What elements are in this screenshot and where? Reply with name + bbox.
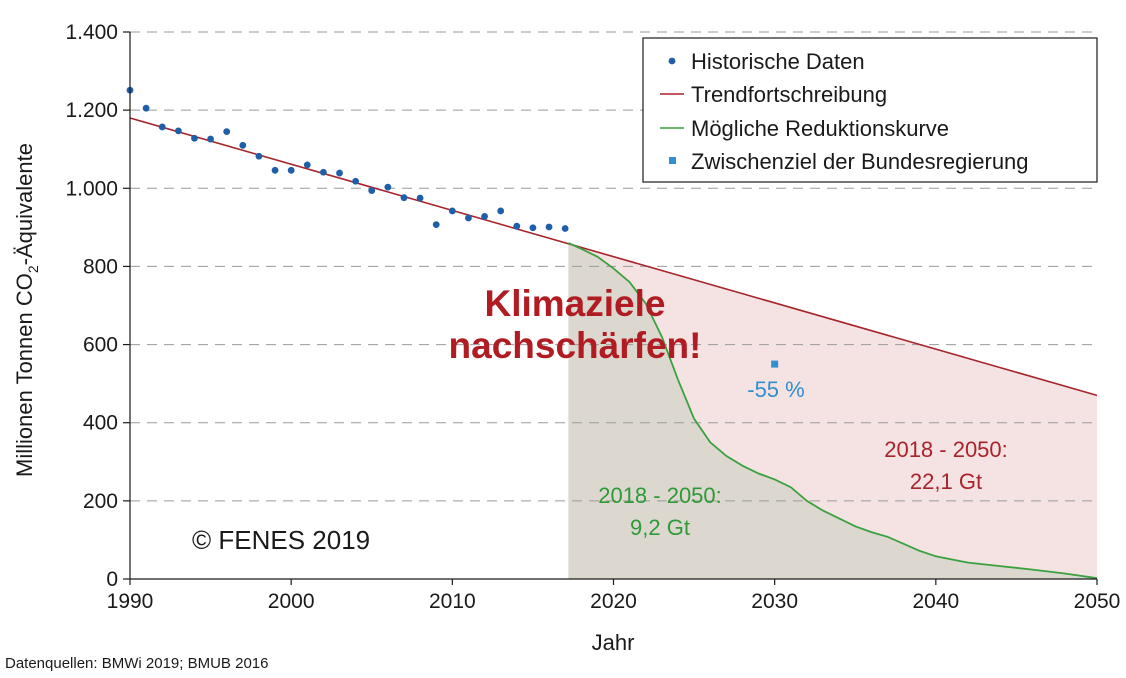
y-tick-label: 1.400	[65, 21, 118, 44]
legend-label-target: Zwischenziel der Bundesregierung	[691, 149, 1029, 174]
historic-point	[384, 183, 392, 191]
historic-point	[481, 213, 488, 220]
y-axis-title: Millionen Tonnen CO2-Äquivalente	[12, 143, 41, 477]
historic-point	[142, 104, 150, 112]
historic-point	[529, 224, 537, 232]
x-tick-label: 2020	[590, 590, 637, 613]
target-pct-label: -55 %	[747, 377, 804, 402]
x-tick-label: 2030	[751, 590, 798, 613]
historic-point	[271, 166, 279, 174]
legend-label-reduction: Mögliche Reduktionskurve	[691, 116, 949, 141]
historic-point	[545, 223, 553, 231]
tick-labels: 0 200 400 600 800 1.000 1.200 1.400 1990 2000 2010…	[65, 21, 1120, 613]
x-tick-label: 1990	[107, 590, 154, 613]
x-tick-label: 2050	[1074, 590, 1121, 613]
historic-point	[416, 194, 424, 202]
y-tick-label: 1.000	[65, 177, 118, 200]
historic-point	[174, 127, 182, 135]
historic-point	[303, 161, 311, 169]
historic-point	[513, 222, 521, 230]
red-area	[568, 242, 1097, 579]
historic-point	[207, 135, 214, 143]
historic-point	[432, 221, 440, 229]
y-tick-label: 400	[83, 412, 118, 435]
x-tick-label: 2000	[268, 590, 315, 613]
historic-point	[368, 187, 376, 195]
y-tick-label: 0	[106, 568, 118, 591]
historic-point	[561, 225, 569, 232]
green-area-label-line1: 2018 - 2050:	[598, 483, 722, 508]
shaded-areas	[568, 242, 1097, 579]
y-axis-title-rest: -Äquivalente	[12, 143, 37, 265]
legend-label-trend: Trendfortschreibung	[691, 82, 887, 107]
historic-point	[320, 168, 327, 176]
green-area-label-line2: 9,2 Gt	[630, 515, 690, 540]
historic-point	[352, 177, 360, 185]
historic-point	[255, 152, 263, 160]
historic-point	[239, 141, 247, 149]
historic-point	[336, 169, 343, 177]
x-axis-title: Jahr	[592, 630, 635, 655]
legend-label-historic: Historische Daten	[691, 49, 865, 74]
source-label: Datenquellen: BMWi 2019; BMUB 2016	[5, 655, 268, 672]
legend-marker-historic	[668, 57, 676, 65]
historic-point	[465, 214, 472, 222]
y-tick-label: 200	[83, 490, 118, 513]
legend-box	[642, 37, 1098, 183]
copyright-label: © FENES 2019	[192, 525, 370, 555]
target-marker	[771, 360, 779, 368]
y-axis-title-main: Millionen Tonnen CO	[12, 273, 37, 477]
reduction-curve	[568, 242, 1098, 580]
historic-point	[223, 128, 231, 136]
trend-line	[129, 117, 1098, 397]
series-layer	[126, 86, 1098, 580]
axes	[123, 31, 1098, 585]
red-area-label-line1: 2018 - 2050:	[884, 437, 1008, 462]
headline-line2: nachschärfen!	[449, 325, 702, 366]
legend: Historische Daten Trendfortschreibung Mö…	[642, 37, 1098, 183]
x-tick-label: 2010	[429, 590, 476, 613]
y-tick-label: 1.200	[65, 99, 118, 122]
y-tick-label: 600	[83, 334, 118, 357]
historic-point	[191, 134, 198, 142]
y-axis-title-sub: 2	[25, 265, 41, 273]
x-tick-label: 2040	[912, 590, 959, 613]
historic-point	[448, 207, 456, 215]
historic-point	[158, 123, 166, 131]
grid-lines	[130, 31, 1097, 502]
historic-point	[400, 194, 408, 202]
green-area	[568, 242, 1097, 579]
historic-point	[497, 207, 505, 215]
headline-line1: Klimaziele	[485, 283, 666, 324]
legend-marker-target	[669, 157, 676, 164]
red-area-label-line2: 22,1 Gt	[910, 469, 982, 494]
y-tick-label: 800	[83, 255, 118, 278]
historic-point	[287, 166, 295, 174]
